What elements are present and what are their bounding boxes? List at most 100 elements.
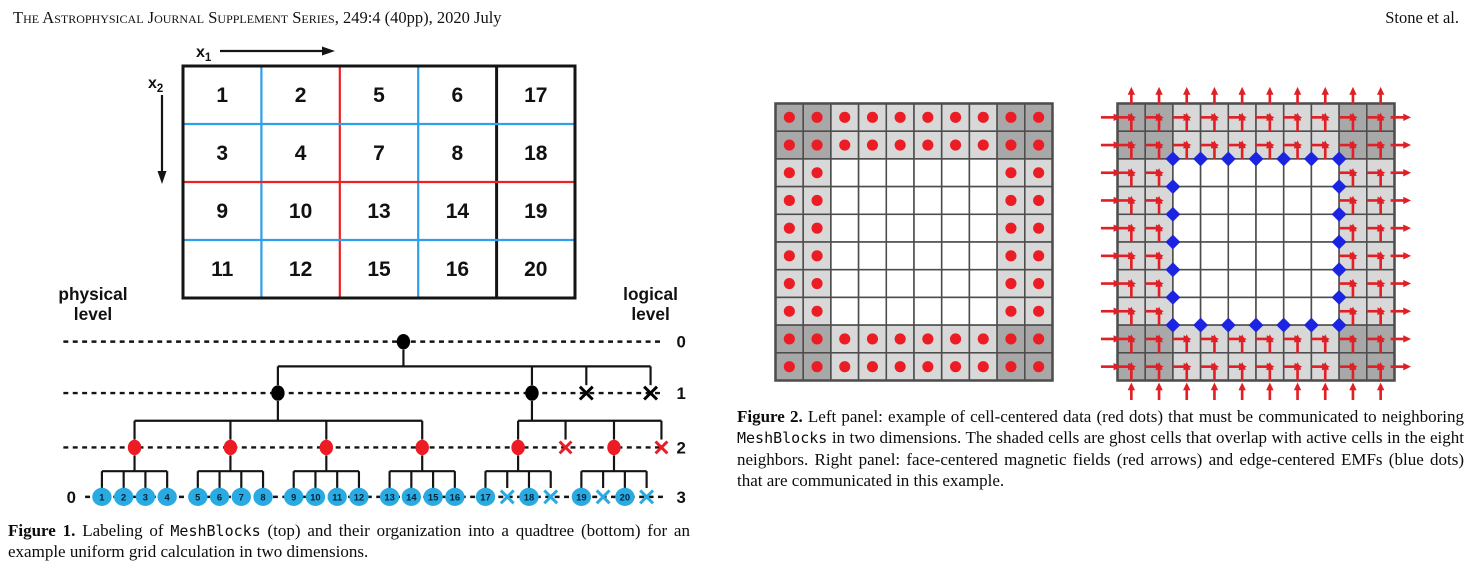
- leaf-number: 6: [217, 491, 222, 502]
- right-arrowhead-icon: [1403, 252, 1412, 260]
- right-arrowhead-icon: [1403, 113, 1412, 122]
- caption-text: Left panel: example of cell-centered dat…: [802, 407, 1464, 426]
- right-arrowhead-icon: [1377, 307, 1386, 315]
- logical-level-number: 1: [677, 384, 686, 403]
- right-arrowhead-icon: [1349, 362, 1358, 371]
- active-cell: [1310, 158, 1340, 188]
- right-arrowhead-icon: [1377, 196, 1386, 205]
- active-cell: [1310, 213, 1340, 243]
- right-arrowhead-icon: [1403, 279, 1412, 288]
- tree-node-x-icon: [543, 489, 559, 505]
- cell-centered-data-dot: [894, 361, 906, 373]
- right-arrowhead-icon: [1128, 141, 1137, 149]
- active-cell: [857, 296, 888, 326]
- right-arrowhead-icon: [1377, 113, 1386, 122]
- right-arrowhead-icon: [1349, 196, 1358, 205]
- emf-diamond: [1165, 234, 1181, 250]
- cell-centered-data-dot: [1005, 361, 1017, 373]
- active-cell: [1282, 241, 1313, 271]
- ghost-cell: [774, 213, 804, 243]
- leaf-number: 2: [121, 491, 126, 502]
- right-arrowhead-icon: [1155, 113, 1164, 122]
- emf-diamond: [1165, 151, 1181, 167]
- emf-diamond: [1165, 179, 1181, 195]
- logical-level-title: logical: [623, 284, 678, 304]
- cell-centered-data-dot: [977, 111, 989, 123]
- active-cell: [913, 185, 943, 216]
- cell-centered-data-dot: [1005, 305, 1017, 317]
- active-cell: [968, 241, 998, 271]
- right-arrowhead-icon: [1377, 169, 1386, 177]
- cell-centered-data-dot: [1005, 167, 1017, 179]
- panel-border: [774, 102, 1054, 382]
- active-cell: [940, 213, 971, 243]
- meshblock-number: 20: [524, 258, 547, 281]
- right-arrowhead-icon: [1128, 307, 1137, 315]
- right-arrowhead-icon: [1155, 335, 1164, 343]
- right-arrowhead-icon: [1239, 362, 1247, 371]
- active-cell: [1172, 213, 1202, 243]
- leaf-number: 9: [291, 491, 296, 502]
- meshblock-number: 11: [211, 258, 234, 281]
- emf-diamond: [1331, 206, 1347, 222]
- meshblock-number: 9: [216, 200, 228, 223]
- right-arrowhead-icon: [1322, 113, 1330, 122]
- meshblock-number: 13: [367, 200, 390, 223]
- active-cell: [913, 296, 943, 326]
- meshblock-leaf-node: [423, 487, 443, 506]
- cell-centered-data-dot: [783, 167, 795, 179]
- active-cell: [968, 158, 998, 188]
- right-arrowhead-icon: [1113, 252, 1122, 260]
- up-arrowhead-icon: [1183, 382, 1191, 391]
- right-arrowhead-icon: [1128, 335, 1137, 343]
- right-arrowhead-icon: [1128, 224, 1137, 232]
- tree-node-dot: [525, 385, 539, 401]
- up-arrowhead-icon: [1127, 382, 1136, 391]
- right-arrowhead-icon: [1349, 113, 1358, 122]
- cell-centered-data-dot: [949, 361, 962, 373]
- tree-node-x-icon: [595, 489, 611, 505]
- leaf-number: 8: [260, 491, 265, 502]
- emf-diamond: [1220, 151, 1236, 167]
- emf-diamond: [1276, 151, 1292, 167]
- meshblock-leaf-node: [349, 487, 369, 506]
- meshblock-number: 14: [446, 200, 470, 223]
- up-arrowhead-icon: [1210, 86, 1219, 95]
- active-cell: [1172, 185, 1202, 216]
- right-arrowhead-icon: [1294, 113, 1303, 122]
- figure1-caption: Figure 1. Labeling of MeshBlocks (top) a…: [8, 520, 690, 563]
- right-arrowhead-icon: [1113, 307, 1122, 315]
- cell-centered-data-dot: [977, 333, 989, 345]
- active-cell: [1310, 185, 1340, 216]
- active-cell: [1282, 296, 1313, 326]
- active-cell: [968, 296, 998, 326]
- emf-diamond: [1248, 151, 1264, 167]
- emf-diamond: [1165, 317, 1181, 333]
- active-cell: [1227, 296, 1257, 326]
- meshblock-number: 1: [216, 84, 228, 107]
- active-cell: [1310, 241, 1340, 271]
- up-arrowhead-icon: [1127, 86, 1136, 95]
- figure2-caption: Figure 2. Left panel: example of cell-ce…: [737, 406, 1464, 492]
- right-arrowhead-icon: [1349, 252, 1358, 260]
- right-arrowhead-icon: [1349, 335, 1358, 343]
- tree-node-x-icon: [558, 440, 573, 455]
- cell-centered-data-dot: [1005, 139, 1017, 151]
- cell-centered-data-dot: [811, 305, 823, 317]
- meshblock-number: 19: [524, 200, 547, 223]
- right-arrowhead-icon: [1266, 141, 1275, 149]
- right-arrowhead-icon: [1113, 335, 1122, 343]
- meshblock-leaf-node: [305, 487, 326, 506]
- meshblock-leaf-node: [231, 487, 251, 506]
- meshblock-number: 18: [524, 142, 548, 165]
- cell-centered-data-dot: [839, 361, 851, 373]
- meshblock-number: 7: [373, 142, 385, 165]
- active-cell: [885, 158, 915, 188]
- leaf-number: 17: [480, 491, 490, 502]
- tree-node-dot: [607, 439, 621, 456]
- up-arrowhead-icon: [1238, 86, 1246, 95]
- emf-diamond: [1193, 317, 1209, 333]
- active-cell: [1227, 213, 1257, 243]
- cell-centered-data-dot: [811, 111, 823, 123]
- right-arrowhead-icon: [1113, 141, 1122, 149]
